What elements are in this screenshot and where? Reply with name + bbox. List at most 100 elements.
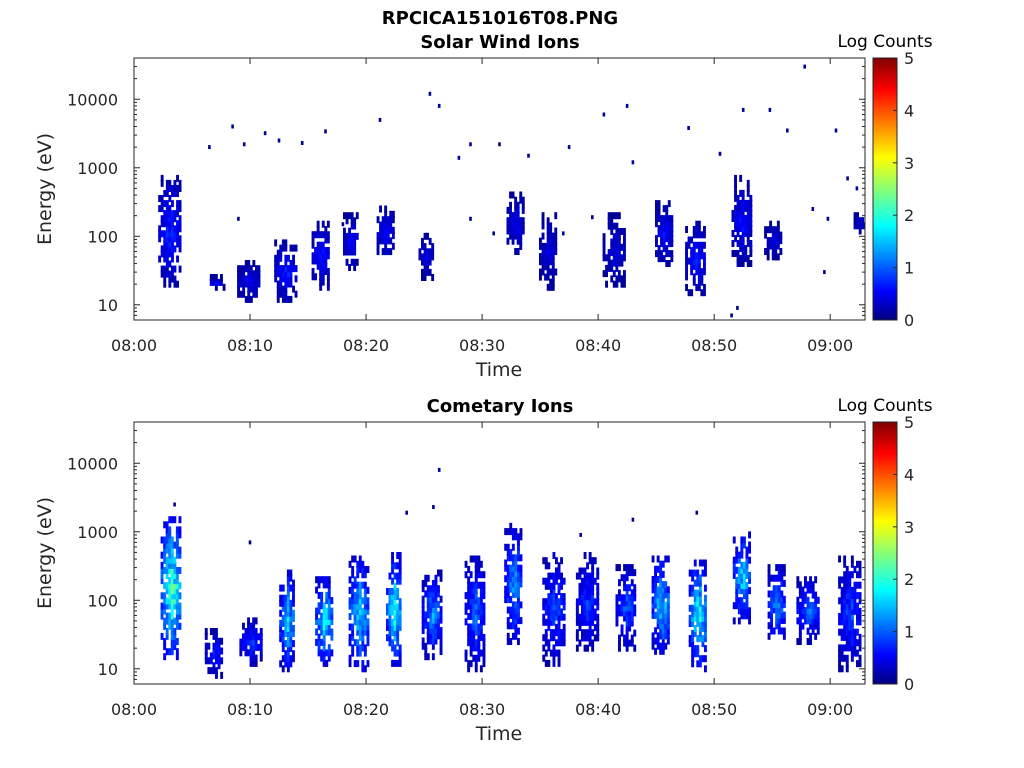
heatmap-cell	[743, 582, 746, 589]
heatmap-cell	[361, 618, 365, 626]
heatmap-cell	[775, 601, 779, 609]
heatmap-cell	[168, 215, 172, 223]
heatmap-cell	[615, 212, 619, 220]
heatmap-cell	[698, 584, 702, 592]
heatmap-cell	[348, 238, 351, 246]
heatmap-cell	[560, 639, 563, 647]
heatmap-cell	[324, 262, 328, 270]
heatmap-cell	[209, 667, 213, 675]
heatmap-cell	[281, 630, 285, 637]
heatmap-cell	[665, 250, 669, 258]
heatmap-cell	[351, 566, 355, 573]
heatmap-cell	[623, 599, 626, 607]
heatmap-cell	[284, 640, 288, 648]
heatmap-cell	[474, 623, 478, 631]
heatmap-cell	[623, 594, 626, 602]
heatmap-cell	[838, 555, 841, 563]
heatmap-cell	[840, 644, 844, 652]
heatmap-cell	[809, 576, 812, 584]
heatmap-cell	[628, 564, 632, 572]
heatmap-cell	[856, 222, 859, 230]
heatmap-cell	[165, 536, 169, 544]
heatmap-cell	[171, 225, 174, 233]
heatmap-cell	[659, 622, 663, 630]
heatmap-cell	[330, 597, 334, 605]
heatmap-cell	[388, 608, 392, 616]
heatmap-cell	[424, 611, 428, 619]
heatmap-cell	[593, 613, 597, 621]
heatmap-cell	[517, 627, 520, 635]
heatmap-cell	[274, 275, 278, 283]
heatmap-cell	[316, 241, 320, 249]
heatmap-cell	[504, 590, 508, 598]
heatmap-cell	[319, 273, 323, 281]
heatmap-cell	[769, 237, 773, 245]
heatmap-cell	[215, 637, 218, 645]
heatmap-cell	[330, 618, 334, 625]
heatmap-cell	[168, 648, 172, 656]
heatmap-cell	[469, 628, 473, 636]
heatmap-cell	[549, 248, 553, 255]
heatmap-cell	[509, 549, 513, 556]
heatmap-cell	[623, 564, 626, 572]
heatmap-cell	[575, 634, 579, 642]
heatmap-cell	[685, 257, 688, 265]
heatmap-cell	[555, 649, 558, 657]
heatmap-cell	[391, 603, 394, 611]
heatmap-cell	[625, 569, 629, 577]
heatmap-cell	[356, 613, 360, 620]
heatmap-cell	[863, 222, 865, 230]
heatmap-cell	[554, 212, 558, 220]
heatmap-cell	[361, 623, 365, 631]
heatmap-cell	[736, 240, 740, 247]
heatmap-cell	[168, 250, 172, 258]
heatmap-cell	[666, 611, 670, 619]
heatmap-cell	[252, 628, 256, 635]
heatmap-cell	[596, 634, 600, 642]
heatmap-cell	[741, 209, 745, 217]
heatmap-cell	[509, 564, 513, 572]
heatmap-cell	[541, 232, 545, 240]
heatmap-cell	[798, 601, 802, 609]
heatmap-cell	[704, 614, 707, 622]
heatmap-cell	[519, 222, 523, 230]
heatmap-cell	[361, 581, 365, 589]
heatmap-cell	[165, 612, 169, 620]
heatmap-cell	[769, 226, 773, 234]
heatmap-cell	[353, 581, 357, 589]
heatmap-cell	[630, 589, 634, 597]
heatmap-cell	[175, 582, 179, 590]
heatmap-cell	[249, 643, 253, 651]
heatmap-cell	[322, 659, 326, 667]
heatmap-cell	[356, 644, 360, 652]
heatmap-cell	[437, 616, 440, 624]
heatmap-cell	[345, 232, 349, 240]
heatmap-cell	[549, 598, 553, 606]
heatmap-cell	[317, 649, 321, 657]
heatmap-cell	[514, 248, 518, 255]
heatmap-cell	[165, 627, 169, 635]
heatmap-cell	[281, 295, 285, 303]
heatmap-cell	[695, 241, 699, 249]
heatmap-cell	[168, 577, 172, 585]
heatmap-cell	[814, 622, 818, 630]
heatmap-cell	[661, 617, 665, 625]
heatmap-cell	[165, 179, 169, 187]
heatmap-cell	[171, 215, 174, 223]
heatmap-cell	[178, 592, 182, 600]
heatmap-cell	[479, 560, 483, 568]
heatmap-cell	[467, 597, 471, 605]
heatmap-cell	[654, 627, 657, 635]
heatmap-cell	[811, 607, 815, 615]
heatmap-cell	[506, 564, 510, 572]
heatmap-cell	[695, 284, 699, 291]
heatmap-cell	[583, 603, 587, 611]
heatmap-cell	[353, 660, 357, 668]
heatmap-cell	[393, 598, 397, 606]
heatmap-cell	[511, 217, 515, 225]
heatmap-cell	[517, 596, 520, 604]
heatmap-cell	[767, 622, 771, 630]
heatmap-cell	[252, 649, 256, 657]
heatmap-cell	[630, 619, 634, 627]
